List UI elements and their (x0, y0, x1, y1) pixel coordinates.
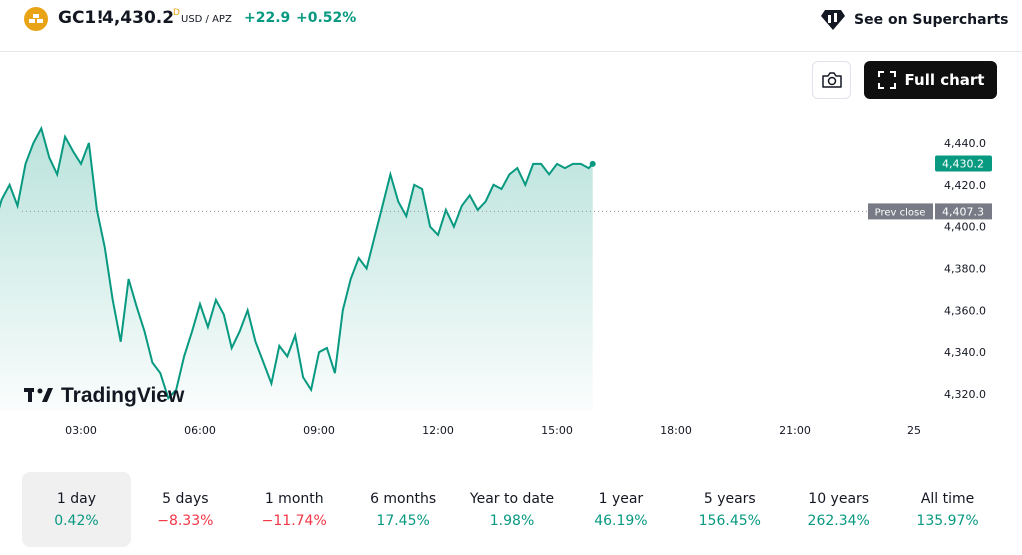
fullscreen-icon (877, 71, 896, 89)
period-change: −8.33% (157, 512, 214, 529)
period-button[interactable]: 10 years 262.34% (784, 472, 893, 547)
see-on-supercharts-link[interactable]: See on Supercharts (820, 8, 1009, 32)
period-label: 1 year (598, 490, 644, 507)
full-chart-button[interactable]: Full chart (864, 61, 997, 99)
period-button[interactable]: All time 135.97% (893, 472, 1002, 547)
period-change: −11.74% (261, 512, 327, 529)
y-tick-label: 4,440.0 (944, 137, 986, 150)
series-line (0, 125, 594, 401)
x-tick-label: 21:00 (779, 424, 811, 437)
tradingview-logo-icon (24, 388, 53, 402)
price-chart[interactable]: Prev close 4,407.3 4,430.2 4,440.0 4,420.0 4… (0, 100, 1022, 450)
supercharts-label: See on Supercharts (854, 12, 1009, 28)
x-tick-label: 12:00 (422, 424, 454, 437)
supercharts-icon (821, 10, 845, 30)
x-tick-label: 09:00 (303, 424, 335, 437)
delayed-marker: D (173, 8, 180, 18)
y-tick-label: 4,360.0 (944, 304, 986, 317)
period-button[interactable]: 1 day 0.42% (22, 472, 131, 547)
performance-periods: 1 day 0.42% 5 days −8.33% 1 month −11.74% 6 mo… (22, 472, 1002, 547)
period-change: 156.45% (698, 512, 761, 529)
x-tick-label: 25 (907, 424, 921, 437)
y-tick-label: 4,380.0 (944, 263, 986, 276)
period-label: 5 years (703, 490, 756, 507)
price-change-percent: +0.52% (296, 10, 357, 26)
gold-bars-icon (24, 7, 48, 31)
period-change: 135.97% (916, 512, 979, 529)
svg-text:4,430.2: 4,430.2 (942, 157, 984, 170)
snapshot-button[interactable] (812, 61, 851, 99)
symbol-header: GC1! 4,430.2 D USD / APZ +22.9 +0.52% Se… (0, 0, 1022, 52)
x-tick-label: 06:00 (184, 424, 216, 437)
last-price: 4,430.2 (102, 8, 175, 28)
period-label: 10 years (808, 490, 870, 507)
price-change: +22.9 (244, 10, 291, 26)
svg-text:4,407.3: 4,407.3 (942, 205, 984, 218)
period-label: 1 day (56, 490, 96, 507)
period-label: 5 days (162, 490, 209, 507)
x-tick-label: 03:00 (65, 424, 97, 437)
period-button[interactable]: 6 months 17.45% (349, 472, 458, 547)
y-tick-label: 4,340.0 (944, 346, 986, 359)
svg-text:Prev close: Prev close (875, 207, 926, 218)
currency-label: USD / APZ (181, 14, 232, 25)
period-button[interactable]: 5 days −8.33% (131, 472, 240, 547)
period-button[interactable]: 5 years 156.45% (675, 472, 784, 547)
period-change: 46.19% (594, 512, 648, 529)
period-label: All time (920, 490, 975, 507)
watermark-text: TradingView (61, 384, 185, 407)
x-tick-label: 18:00 (660, 424, 692, 437)
period-button[interactable]: 1 year 46.19% (566, 472, 675, 547)
period-change: 17.45% (376, 512, 430, 529)
camera-icon (821, 72, 842, 88)
last-price-label: 4,430.2 (935, 155, 992, 172)
y-tick-label: 4,400.0 (944, 221, 986, 234)
period-change: 0.42% (54, 512, 99, 529)
period-label: 1 month (264, 490, 324, 507)
y-tick-label: 4,420.0 (944, 179, 986, 192)
series-area-fill (0, 128, 593, 410)
period-change: 262.34% (807, 512, 870, 529)
symbol-name[interactable]: GC1! (58, 8, 105, 28)
y-tick-label: 4,320.0 (944, 388, 986, 401)
tradingview-watermark: TradingView (24, 384, 185, 407)
period-label: Year to date (469, 490, 555, 507)
period-change: 1.98% (489, 512, 535, 529)
period-label: 6 months (370, 490, 437, 507)
full-chart-label: Full chart (904, 71, 985, 89)
prev-close-value: 4,407.3 (935, 203, 992, 220)
prev-close-tag: Prev close (868, 203, 933, 220)
x-tick-label: 15:00 (541, 424, 573, 437)
period-button[interactable]: 1 month −11.74% (240, 472, 349, 547)
period-button[interactable]: Year to date 1.98% (458, 472, 567, 547)
last-price-dot (589, 160, 596, 167)
